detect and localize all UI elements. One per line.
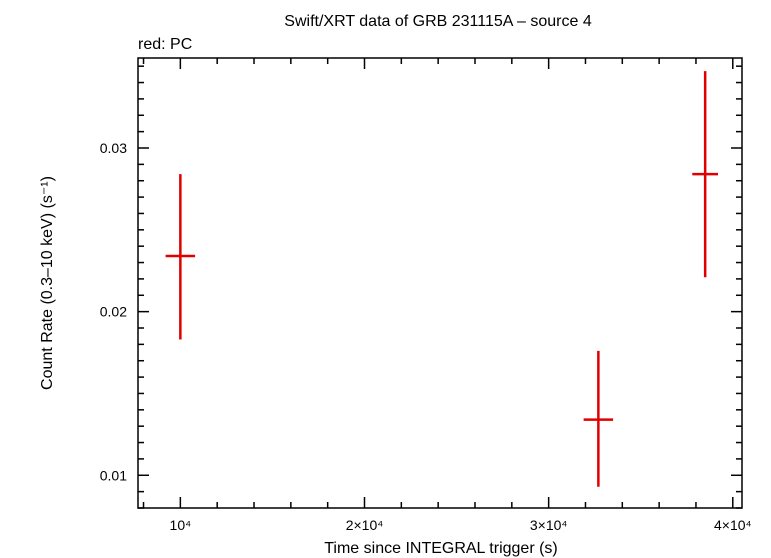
- y-tick-label: 0.01: [100, 467, 127, 483]
- y-axis-label: Count Rate (0.3–10 keV) (s⁻¹): [39, 176, 56, 390]
- chart-subtitle: red: PC: [138, 36, 192, 53]
- x-tick-label: 3×10⁴: [530, 517, 568, 533]
- chart-title: Swift/XRT data of GRB 231115A – source 4: [284, 13, 592, 30]
- x-tick-label: 10⁴: [170, 517, 192, 533]
- y-axis: 0.01 0.02 0.03: [100, 65, 742, 509]
- x-tick-label: 2×10⁴: [346, 517, 384, 533]
- y-tick-label: 0.02: [100, 304, 127, 320]
- x-tick-label: 4×10⁴: [714, 517, 752, 533]
- x-axis-label: Time since INTEGRAL trigger (s): [324, 540, 558, 557]
- data-point: [583, 350, 614, 487]
- y-tick-label: 0.03: [100, 140, 127, 156]
- data-point: [692, 71, 719, 278]
- data-point: [165, 174, 196, 340]
- data-series: [165, 71, 719, 487]
- x-axis: 10⁴ 2×10⁴ 3×10⁴ 4×10⁴: [142, 58, 752, 533]
- plot-frame: [137, 57, 743, 509]
